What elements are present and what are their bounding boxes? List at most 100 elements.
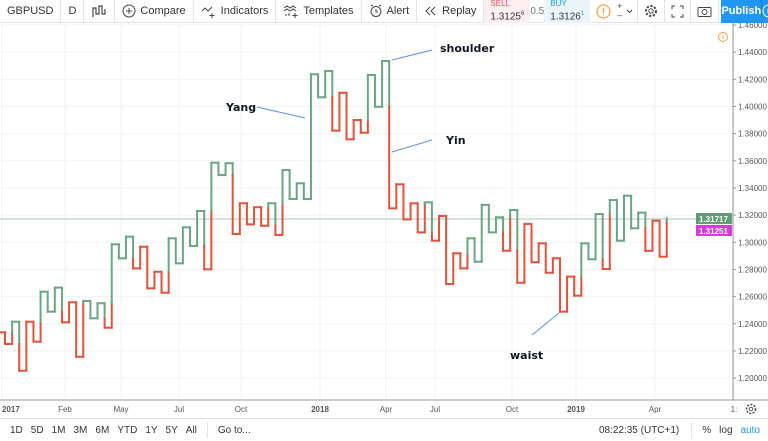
buy-button[interactable]: BUY 1.31261 (544, 0, 591, 23)
time-tick-label: 2017 (2, 405, 20, 414)
range-all[interactable]: All (185, 424, 197, 436)
price-tick-label: 1.36000 (738, 157, 767, 166)
percent-scale-toggle[interactable]: % (702, 424, 712, 436)
plus-circle-icon (122, 4, 136, 18)
fullscreen-icon (671, 5, 684, 17)
screenshot-button[interactable] (691, 0, 720, 23)
publish-button[interactable]: Publish (721, 0, 762, 23)
sell-price-pip: 6 (520, 11, 525, 18)
alert-button[interactable]: Alert (362, 0, 418, 23)
log-scale-toggle[interactable]: log (719, 424, 733, 436)
indicators-button[interactable]: Indicators (194, 0, 277, 23)
range-1d[interactable]: 1D (10, 424, 23, 436)
kagi-chart[interactable]: shoulder Yang Yin waist 1.460001.440001.… (0, 23, 768, 418)
price-tick-label: 1.20000 (738, 374, 767, 383)
shoulder-pointer-line (391, 49, 433, 61)
price-tick-label: 1.40000 (738, 102, 767, 111)
yin-pointer-line (391, 139, 433, 153)
templates-button[interactable]: Templates (276, 0, 362, 23)
time-tick-label: 2019 (567, 405, 585, 414)
shoulder-annotation[interactable]: shoulder (440, 42, 495, 55)
time-axis[interactable]: 2017 Feb May Jul Oct 2018 Apr Jul Oct 2019 Apr 1: (0, 399, 768, 414)
kagi-chart-icon (92, 5, 107, 17)
zoom-out-icon[interactable]: – (617, 10, 623, 20)
replay-button[interactable]: Replay (417, 0, 485, 23)
annotations: shoulder Yang Yin waist (225, 42, 560, 362)
info-button[interactable] (590, 0, 617, 23)
replay-label: Replay (442, 5, 477, 17)
price-tick-label: 1.44000 (738, 48, 767, 57)
time-tick-label: Jul (174, 405, 184, 414)
range-5y[interactable]: 5Y (165, 424, 178, 436)
time-tick-label: Feb (58, 405, 72, 414)
yang-annotation[interactable]: Yang (225, 101, 256, 114)
clock-time[interactable]: 08:22:35 (UTC+1) (598, 424, 680, 436)
sell-button[interactable]: SELL 1.31256 (484, 0, 531, 23)
price-tick-label: 1.42000 (738, 75, 767, 84)
time-tick-label: Apr (649, 405, 662, 414)
axis-settings-gear-icon[interactable] (745, 403, 757, 415)
bid-price-badge (696, 224, 732, 236)
top-toolbar: GBPUSD D Compare Indicators Templates Al… (0, 0, 768, 23)
time-tick-label: Oct (506, 405, 519, 414)
sell-label: SELL (490, 0, 510, 9)
waist-annotation[interactable]: waist (510, 349, 543, 362)
indicators-label: Indicators (220, 5, 269, 17)
compare-button[interactable]: Compare (115, 0, 194, 23)
range-1y[interactable]: 1Y (145, 424, 158, 436)
price-tick-label: 1.28000 (738, 265, 767, 274)
range-6m[interactable]: 6M (95, 424, 110, 436)
time-tick-label: Jul (430, 405, 440, 414)
range-1m[interactable]: 1M (51, 424, 66, 436)
buy-price-pip: 1 (580, 11, 585, 18)
play-icon (762, 4, 768, 18)
zoom-in-icon[interactable]: + (617, 1, 623, 11)
price-tick-label: 1.30000 (738, 238, 767, 247)
range-3m[interactable]: 3M (73, 424, 88, 436)
templates-label: Templates (303, 5, 354, 17)
settings-button[interactable] (638, 0, 666, 23)
interval-label: D (68, 5, 77, 17)
divider (691, 422, 693, 438)
buy-label: BUY (550, 0, 567, 9)
range-ytd[interactable]: YTD (117, 424, 138, 436)
price-tick-label: 1.38000 (738, 130, 767, 139)
yin-annotation[interactable]: Yin (445, 134, 466, 147)
yang-pointer-line (256, 106, 306, 119)
time-tick-label: Oct (235, 405, 248, 414)
templates-icon (284, 5, 298, 18)
time-tick-label: May (113, 405, 128, 414)
price-axis[interactable]: 1.46000 1.44000 1.42000 1.40000 1.38000 1.360… (696, 23, 767, 400)
range-5d[interactable]: 5D (30, 424, 44, 436)
grid (0, 23, 735, 400)
indicators-icon (201, 6, 215, 18)
compare-label: Compare (140, 5, 186, 17)
symbol-label: GBPUSD (7, 5, 54, 17)
last-price-label: 1.31717 (699, 215, 728, 224)
waist-pointer-line (531, 312, 560, 336)
play-button[interactable] (761, 0, 768, 23)
fullscreen-button[interactable] (665, 0, 692, 23)
camera-icon (697, 7, 712, 17)
price-tick-label: 1.22000 (738, 347, 767, 356)
price-tick-label: 1.24000 (738, 320, 767, 329)
chart-type-button[interactable] (84, 0, 116, 23)
price-tick-label: 1.26000 (738, 293, 767, 302)
info-icon[interactable] (718, 32, 728, 42)
time-tick-label: Apr (380, 405, 393, 414)
divider (206, 422, 208, 438)
last-price-badge (696, 212, 732, 224)
bottom-toolbar: 1D 5D 1M 3M 6M YTD 1Y 5Y All Go to... 08:22:35 (… (0, 418, 768, 441)
spread-value: 0.5 (530, 5, 545, 17)
chevron-down-icon[interactable] (622, 0, 639, 23)
alarm-clock-icon (370, 4, 382, 17)
auto-scale-toggle[interactable]: auto (740, 424, 760, 436)
symbol-search[interactable]: GBPUSD (0, 0, 62, 23)
price-tick-label: 1.34000 (738, 184, 767, 193)
price-tick-label: 1.32000 (738, 211, 767, 220)
time-tick-label: 1: (731, 405, 738, 414)
goto-button[interactable]: Go to... (217, 424, 251, 436)
interval-button[interactable]: D (61, 0, 85, 23)
price-tick-label: 1.46000 (738, 23, 767, 30)
info-icon (596, 3, 611, 19)
